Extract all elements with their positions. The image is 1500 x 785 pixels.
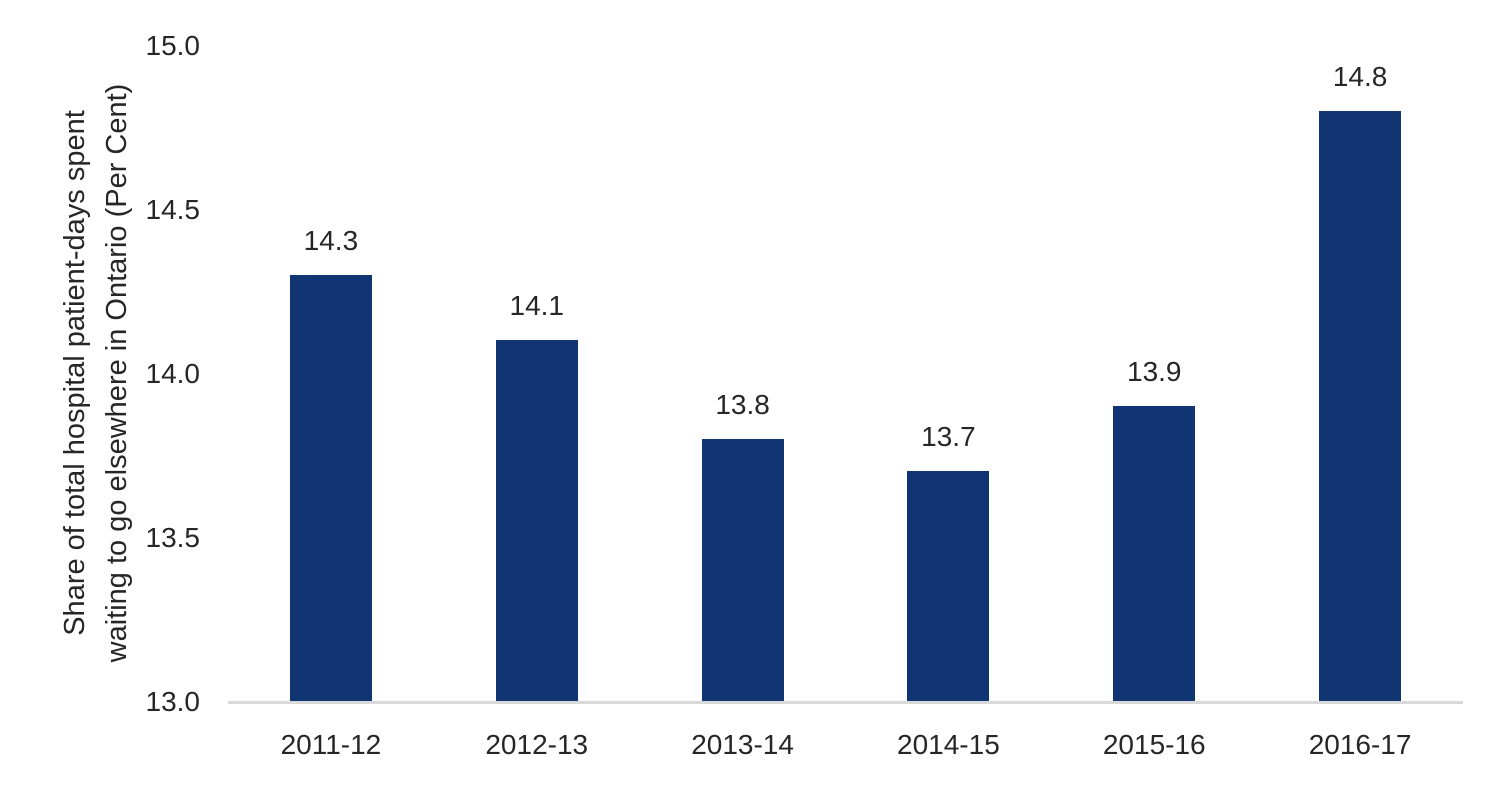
y-tick-label: 13.5 bbox=[145, 521, 201, 553]
bar-value-label: 13.9 bbox=[1127, 355, 1182, 387]
y-tick-label: 14.5 bbox=[145, 193, 201, 225]
x-tick-label: 2014-15 bbox=[897, 729, 1000, 760]
y-tick-label: 14.0 bbox=[145, 357, 201, 389]
bar-value-label: 14.8 bbox=[1332, 60, 1388, 92]
y-tick-label: 15.0 bbox=[145, 29, 201, 61]
bar-2014-15 bbox=[907, 471, 990, 701]
bar-2013-14 bbox=[701, 438, 784, 701]
plot-area: 14.3 14.1 13.8 13.7 13.9 14.8 bbox=[228, 45, 1463, 704]
bar-value-label: 13.8 bbox=[715, 388, 770, 420]
bar-value-label: 13.7 bbox=[921, 421, 976, 453]
x-tick-label: 2016-17 bbox=[1308, 729, 1412, 760]
x-axis-line bbox=[228, 701, 1463, 704]
x-tick-label: 2012-13 bbox=[485, 729, 589, 760]
x-tick-label: 2015-16 bbox=[1102, 729, 1206, 760]
x-tick-label: 2013-14 bbox=[691, 729, 794, 760]
x-tick-label: 2011-12 bbox=[280, 729, 382, 760]
bar-value-label: 14.3 bbox=[303, 224, 359, 256]
bar-value-label: 14.1 bbox=[509, 290, 565, 322]
bar-2012-13 bbox=[495, 340, 578, 701]
bar-2016-17 bbox=[1319, 110, 1402, 701]
bar-2011-12 bbox=[289, 274, 372, 701]
y-tick-label: 13.0 bbox=[145, 685, 201, 717]
bar-2015-16 bbox=[1113, 405, 1196, 701]
